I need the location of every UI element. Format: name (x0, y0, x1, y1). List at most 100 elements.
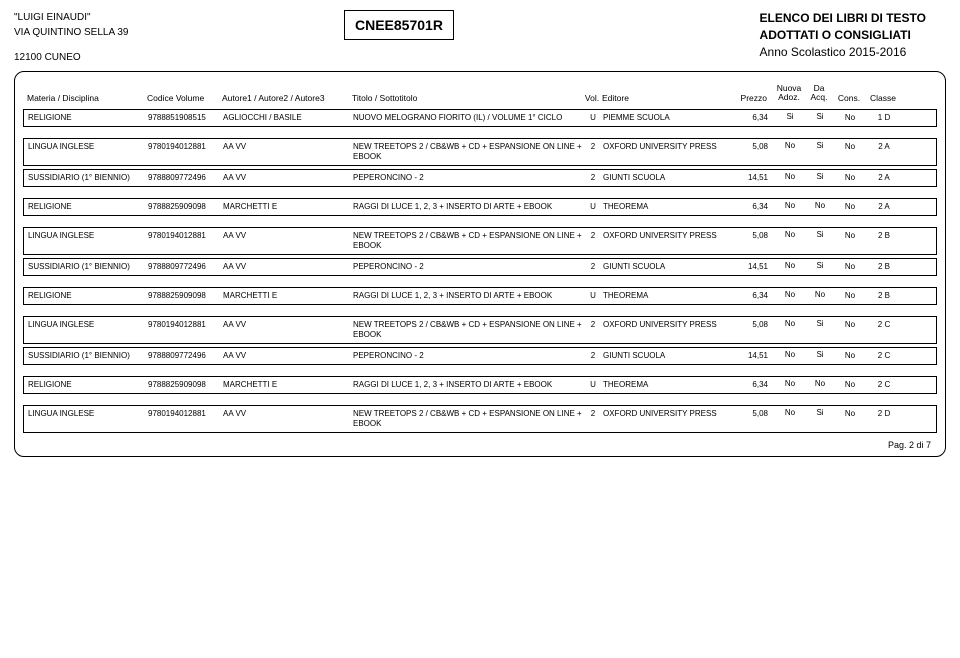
cell-codice: 9780194012881 (148, 142, 223, 152)
cell-classe: 2 A (866, 202, 902, 212)
cell-prezzo: 5,08 (728, 320, 774, 330)
cell-prezzo: 6,34 (728, 202, 774, 212)
cell-materia: SUSSIDIARIO (1° BIENNIO) (28, 351, 148, 361)
cell-nuova: No (774, 351, 806, 360)
table-row: RELIGIONE9788825909098MARCHETTI ERAGGI D… (23, 287, 937, 305)
cell-codice: 9780194012881 (148, 231, 223, 241)
cell-editore: OXFORD UNIVERSITY PRESS (603, 320, 728, 330)
table-row: RELIGIONE9788825909098MARCHETTI ERAGGI D… (23, 198, 937, 216)
cell-editore: GIUNTI SCUOLA (603, 262, 728, 272)
col-nuova: Nuova Adoz. (773, 84, 805, 103)
cell-da: Si (806, 113, 834, 122)
cell-cons: No (834, 173, 866, 183)
cell-materia: RELIGIONE (28, 113, 148, 123)
page-header: "LUIGI EINAUDI" VIA QUINTINO SELLA 39 12… (14, 10, 946, 65)
col-classe: Classe (865, 93, 901, 103)
content-frame: Materia / Disciplina Codice Volume Autor… (14, 71, 946, 457)
cell-nuova: No (774, 380, 806, 389)
cell-nuova: No (774, 320, 806, 329)
cell-autore: AGLIOCCHI / BASILE (223, 113, 353, 123)
cell-da: Si (806, 320, 834, 329)
row-gap (23, 219, 937, 227)
cell-classe: 2 C (866, 380, 902, 390)
cell-da: Si (806, 351, 834, 360)
cell-da: Si (806, 262, 834, 271)
cell-autore: MARCHETTI E (223, 202, 353, 212)
school-info: "LUIGI EINAUDI" VIA QUINTINO SELLA 39 12… (14, 10, 334, 65)
row-gap (23, 130, 937, 138)
cell-titolo: NUOVO MELOGRANO FIORITO (IL) / VOLUME 1°… (353, 113, 583, 123)
cell-cons: No (834, 231, 866, 241)
page-footer: Pag. 2 di 7 (23, 436, 937, 450)
cell-autore: MARCHETTI E (223, 380, 353, 390)
cell-cons: No (834, 351, 866, 361)
table-row: RELIGIONE9788825909098MARCHETTI ERAGGI D… (23, 376, 937, 394)
cell-autore: AA VV (223, 142, 353, 152)
col-vol: Vol. (582, 93, 602, 103)
cell-titolo: NEW TREETOPS 2 / CB&WB + CD + ESPANSIONE… (353, 142, 583, 162)
school-city: 12100 CUNEO (14, 50, 334, 65)
cell-editore: OXFORD UNIVERSITY PRESS (603, 231, 728, 241)
cell-materia: SUSSIDIARIO (1° BIENNIO) (28, 173, 148, 183)
cell-nuova: No (774, 202, 806, 211)
cell-vol: 2 (583, 320, 603, 330)
col-da: Da Acq. (805, 84, 833, 103)
cell-materia: LINGUA INGLESE (28, 231, 148, 241)
cell-vol: 2 (583, 173, 603, 183)
table-row: LINGUA INGLESE9780194012881AA VVNEW TREE… (23, 227, 937, 255)
table-row: LINGUA INGLESE9780194012881AA VVNEW TREE… (23, 138, 937, 166)
cell-materia: LINGUA INGLESE (28, 142, 148, 152)
document-title: ELENCO DEI LIBRI DI TESTO ADOTTATI O CON… (760, 10, 946, 60)
table-row: RELIGIONE9788851908515AGLIOCCHI / BASILE… (23, 109, 937, 127)
cell-nuova: No (774, 291, 806, 300)
col-cons: Cons. (833, 93, 865, 103)
cell-vol: 2 (583, 351, 603, 361)
row-gap (23, 279, 937, 287)
cell-nuova: Si (774, 113, 806, 122)
cell-classe: 2 C (866, 351, 902, 361)
cell-prezzo: 5,08 (728, 409, 774, 419)
title-line2: ADOTTATI O CONSIGLIATI (760, 27, 926, 44)
cell-prezzo: 5,08 (728, 142, 774, 152)
cell-prezzo: 14,51 (728, 173, 774, 183)
cell-editore: THEOREMA (603, 380, 728, 390)
school-name: "LUIGI EINAUDI" (14, 10, 334, 25)
rows-container: RELIGIONE9788851908515AGLIOCCHI / BASILE… (23, 109, 937, 433)
col-codice: Codice Volume (147, 93, 222, 103)
col-editore: Editore (602, 93, 727, 103)
cell-autore: AA VV (223, 173, 353, 183)
cell-vol: U (583, 291, 603, 301)
cell-da: No (806, 291, 834, 300)
cell-nuova: No (774, 173, 806, 182)
cell-autore: AA VV (223, 409, 353, 419)
cell-classe: 1 D (866, 113, 902, 123)
table-row: SUSSIDIARIO (1° BIENNIO)9788809772496AA … (23, 169, 937, 187)
cell-codice: 9788809772496 (148, 262, 223, 272)
cell-titolo: PEPERONCINO - 2 (353, 262, 583, 272)
table-row: SUSSIDIARIO (1° BIENNIO)9788809772496AA … (23, 347, 937, 365)
cell-titolo: RAGGI DI LUCE 1, 2, 3 + INSERTO DI ARTE … (353, 380, 583, 390)
row-gap (23, 190, 937, 198)
cell-titolo: NEW TREETOPS 2 / CB&WB + CD + ESPANSIONE… (353, 320, 583, 340)
cell-vol: 2 (583, 262, 603, 272)
col-titolo: Titolo / Sottotitolo (352, 93, 582, 103)
cell-codice: 9788825909098 (148, 380, 223, 390)
cell-cons: No (834, 409, 866, 419)
row-gap (23, 397, 937, 405)
cell-prezzo: 6,34 (728, 291, 774, 301)
cell-da: Si (806, 231, 834, 240)
cell-titolo: PEPERONCINO - 2 (353, 351, 583, 361)
cell-nuova: No (774, 231, 806, 240)
cell-cons: No (834, 320, 866, 330)
cell-materia: RELIGIONE (28, 202, 148, 212)
cell-vol: 2 (583, 142, 603, 152)
cell-autore: AA VV (223, 320, 353, 330)
cell-editore: THEOREMA (603, 291, 728, 301)
cell-materia: LINGUA INGLESE (28, 409, 148, 419)
cell-editore: GIUNTI SCUOLA (603, 173, 728, 183)
cell-classe: 2 C (866, 320, 902, 330)
cell-editore: OXFORD UNIVERSITY PRESS (603, 142, 728, 152)
title-line1: ELENCO DEI LIBRI DI TESTO (760, 10, 926, 27)
col-materia: Materia / Disciplina (27, 93, 147, 103)
col-autore: Autore1 / Autore2 / Autore3 (222, 93, 352, 103)
